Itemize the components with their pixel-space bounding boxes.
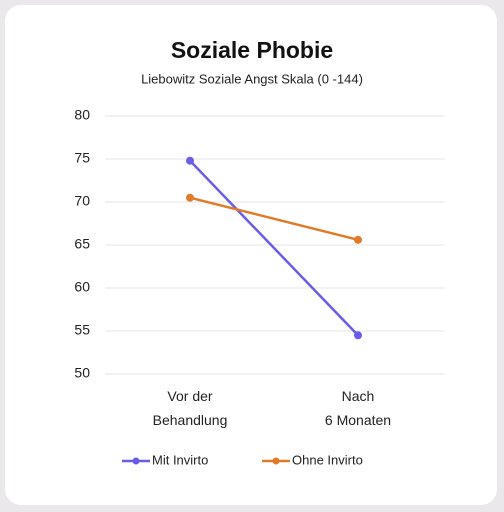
legend-dot [272, 457, 280, 465]
legend-label: Mit Invirto [152, 452, 208, 467]
data-point [186, 193, 194, 202]
x-tick-label: Nach 6 Monaten [325, 388, 391, 428]
y-tick-label: 55 [74, 322, 90, 338]
chart-title: Soziale Phobie [171, 37, 333, 63]
legend-label: Ohne Invirto [292, 452, 363, 467]
y-tick-label: 75 [74, 150, 90, 166]
legend-dot [132, 457, 140, 465]
card [5, 5, 497, 505]
y-tick-label: 70 [74, 193, 90, 209]
y-tick-label: 50 [74, 365, 90, 381]
series-line [189, 196, 359, 242]
x-tick-label: Vor der Behandlung [153, 388, 228, 428]
data-point [186, 156, 194, 165]
y-tick-label: 65 [74, 236, 90, 252]
series-line [189, 159, 359, 337]
data-point [354, 331, 362, 340]
chart-subtitle: Liebowitz Soziale Angst Skala (0 -144) [141, 71, 363, 86]
data-point [354, 235, 362, 244]
y-tick-label: 80 [74, 107, 90, 123]
y-tick-label: 60 [74, 279, 90, 295]
